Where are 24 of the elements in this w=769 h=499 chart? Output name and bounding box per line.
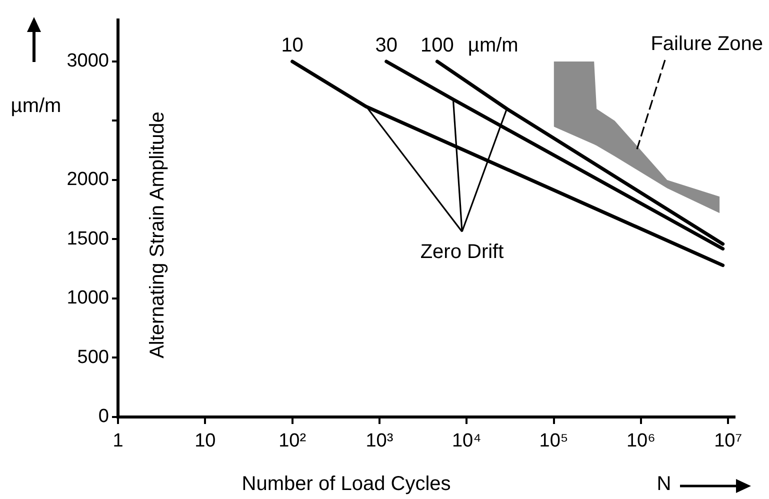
- x-tick-label: 10⁴: [452, 430, 482, 452]
- y-tick-label: 500: [77, 346, 109, 368]
- y-tick-label: 2000: [66, 169, 109, 190]
- text: N: [656, 473, 672, 495]
- x-axis-title: Number of Load Cycles: [242, 473, 451, 495]
- x-tick-label: 10⁵: [539, 430, 568, 452]
- text: µm/m: [10, 95, 62, 117]
- y-axis-title: Alternating Strain Amplitude: [146, 112, 169, 358]
- y-tick-label: 0: [98, 406, 109, 428]
- y-tick-label: 1000: [66, 288, 109, 309]
- series-label: 30: [375, 34, 398, 56]
- x-tick-label: 10⁷: [714, 430, 742, 452]
- y-tick-label: 3000: [66, 50, 109, 72]
- annotation: Zero Drift: [420, 241, 504, 263]
- annotation: µm/m: [468, 34, 518, 56]
- x-tick-label: 10⁶: [626, 430, 656, 452]
- series-label: 10: [281, 34, 304, 56]
- series-label: 100: [420, 34, 454, 56]
- x-tick-label: 10²: [278, 430, 306, 452]
- x-tick-label: 10³: [366, 430, 394, 452]
- y-tick-label: 1500: [66, 228, 109, 250]
- x-tick-label: 10: [194, 430, 216, 452]
- annotation: Failure Zone: [650, 33, 763, 55]
- x-tick-label: 1: [112, 430, 124, 452]
